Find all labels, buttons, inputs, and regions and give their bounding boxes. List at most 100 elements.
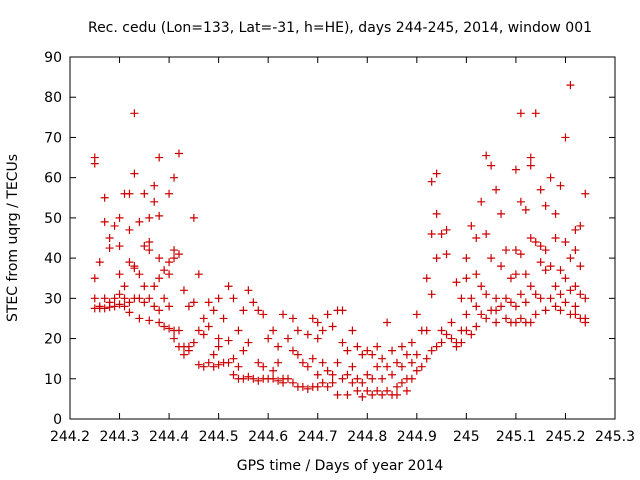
data-point — [95, 258, 104, 267]
data-point — [209, 350, 218, 359]
data-point — [120, 302, 129, 311]
data-point — [219, 314, 228, 323]
data-point — [130, 264, 139, 273]
x-tick-label: 244.8 — [347, 429, 387, 445]
data-point — [160, 266, 169, 275]
y-tick-label: 0 — [53, 412, 62, 428]
data-point — [209, 362, 218, 371]
data-point — [407, 374, 416, 383]
data-point — [110, 302, 119, 311]
data-point — [447, 318, 456, 327]
data-point — [516, 290, 525, 299]
data-point — [279, 378, 288, 387]
data-point — [125, 298, 134, 307]
data-point — [437, 229, 446, 238]
data-point — [244, 372, 253, 381]
data-point — [194, 326, 203, 335]
data-point — [571, 225, 580, 234]
data-point — [328, 322, 337, 331]
data-point — [145, 294, 154, 303]
data-point — [279, 310, 288, 319]
data-point — [288, 346, 297, 355]
data-point — [576, 290, 585, 299]
data-point — [184, 302, 193, 311]
y-tick-label: 80 — [44, 90, 62, 106]
data-point — [378, 354, 387, 363]
data-point — [566, 286, 575, 295]
data-point — [516, 314, 525, 323]
data-point — [502, 294, 510, 303]
data-point — [155, 306, 164, 315]
data-point — [140, 189, 149, 198]
data-point — [457, 294, 466, 303]
x-tick-label: 245.1 — [496, 429, 536, 445]
data-point — [303, 384, 312, 393]
data-point — [170, 246, 179, 255]
data-point — [155, 318, 164, 327]
data-point — [536, 258, 545, 267]
data-point — [561, 133, 570, 142]
data-point — [184, 346, 193, 355]
data-point — [393, 382, 401, 391]
data-point — [323, 382, 332, 391]
data-point — [308, 354, 317, 363]
data-point — [541, 266, 550, 275]
data-point — [472, 234, 481, 242]
data-point — [566, 254, 575, 263]
data-point — [358, 392, 367, 401]
data-point — [338, 306, 347, 315]
data-point — [571, 246, 580, 255]
data-point — [383, 318, 392, 327]
data-point — [199, 314, 208, 323]
data-point — [125, 308, 134, 317]
data-point — [437, 326, 446, 335]
data-point — [343, 390, 352, 399]
data-point — [581, 189, 590, 198]
data-point — [492, 185, 501, 194]
data-point — [140, 282, 149, 291]
data-point — [135, 314, 144, 323]
y-axis: 0 10 20 30 40 50 60 70 80 90 — [44, 50, 615, 428]
data-point — [581, 318, 590, 327]
data-point — [561, 238, 570, 247]
data-point — [150, 302, 159, 311]
data-point — [333, 358, 342, 367]
data-point — [224, 336, 233, 345]
data-point — [482, 314, 491, 323]
data-point — [239, 374, 248, 383]
data-point — [511, 246, 520, 255]
data-point — [497, 302, 506, 311]
data-point — [556, 290, 565, 299]
data-point — [393, 390, 401, 399]
data-point — [397, 342, 406, 351]
data-point — [105, 234, 114, 242]
data-point — [130, 169, 139, 178]
data-point — [175, 326, 183, 335]
data-point — [526, 153, 535, 162]
data-point — [353, 374, 362, 383]
data-point — [313, 318, 322, 327]
y-tick-label: 20 — [44, 332, 62, 348]
data-point — [274, 358, 283, 367]
data-point — [229, 294, 238, 303]
data-point — [323, 366, 332, 375]
data-point — [442, 225, 451, 234]
data-point — [189, 298, 198, 307]
data-point — [100, 217, 109, 226]
data-point — [526, 161, 535, 170]
data-point — [556, 266, 565, 275]
data-point — [516, 250, 525, 259]
data-point — [487, 161, 496, 170]
data-point — [214, 294, 223, 303]
data-point — [165, 302, 174, 311]
data-point — [556, 181, 565, 190]
data-point — [516, 109, 525, 118]
data-point — [204, 322, 213, 331]
data-point — [427, 290, 436, 299]
data-point — [511, 165, 520, 174]
data-point — [224, 358, 233, 367]
data-point — [541, 306, 550, 315]
data-point — [130, 109, 139, 118]
data-point — [254, 306, 263, 315]
data-point — [383, 362, 392, 371]
